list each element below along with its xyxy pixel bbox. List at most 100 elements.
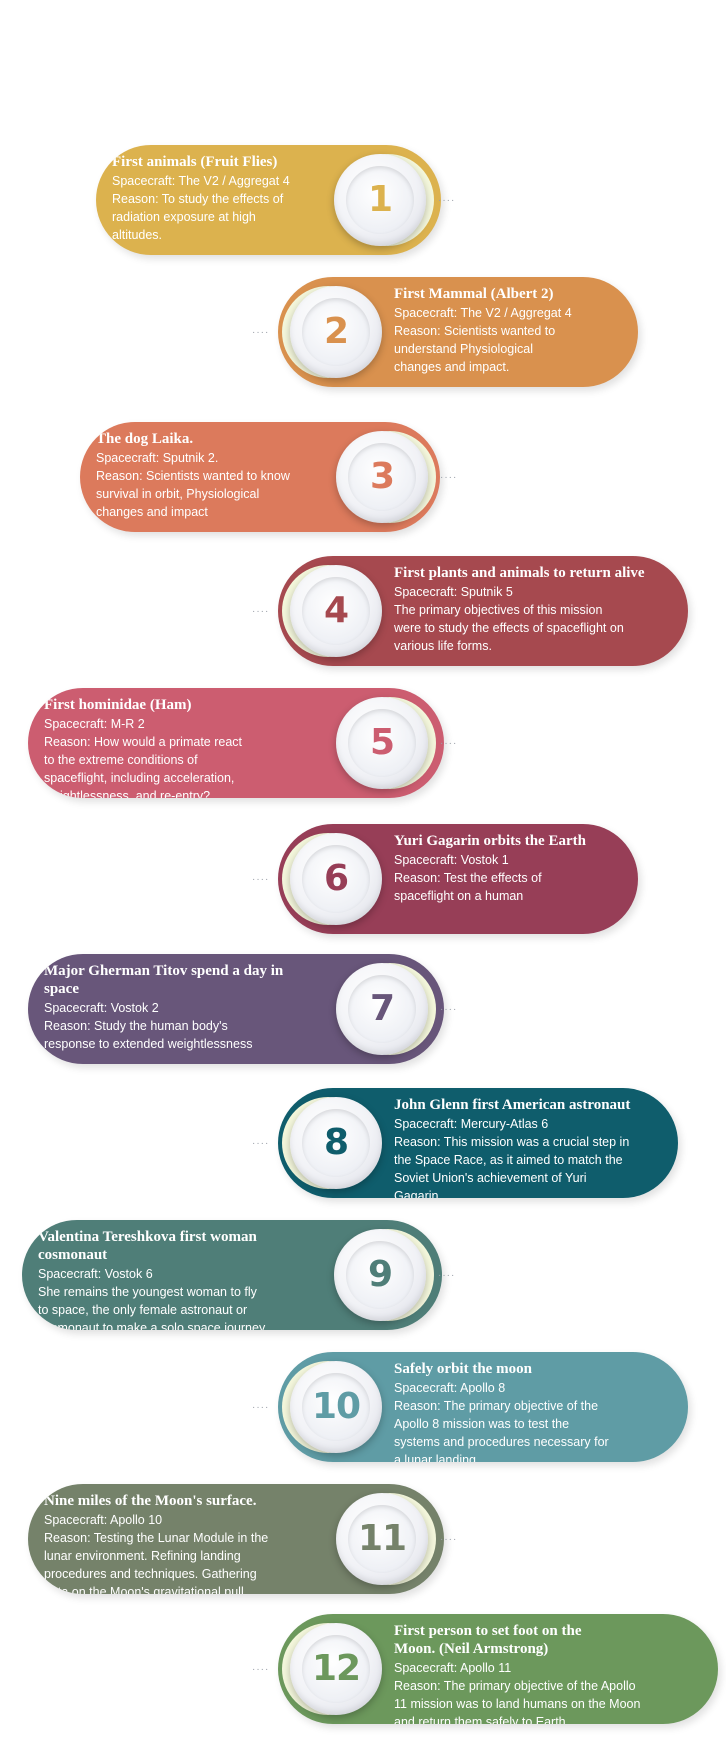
milestone-number-11: 11 <box>357 1518 407 1559</box>
leader-dots-icon-3: ···· <box>440 472 458 483</box>
milestone-text-6: Yuri Gagarin orbits the Earth Spacecraft:… <box>394 833 624 905</box>
milestone-detail-11: Spacecraft: Apollo 10 <box>44 1513 163 1527</box>
number-disc-7: 7 <box>336 963 428 1055</box>
milestone-detail-5: Spacecraft: M-R 2 <box>44 717 145 731</box>
milestone-detail-3: changes and impact <box>96 505 208 519</box>
milestone-number-1: 1 <box>367 179 393 220</box>
milestone-detail-11: lunar environment. Refining landing <box>44 1549 241 1563</box>
milestone-title-9: cosmonaut <box>38 1247 108 1263</box>
milestone-title-7: Major Gherman Titov spend a day in <box>44 963 284 979</box>
number-disc-inner: 4 <box>302 577 370 645</box>
leader-dots-icon-7: ···· <box>440 1004 458 1015</box>
number-disc-3: 3 <box>336 431 428 523</box>
milestone-text-9: Valentina Tereshkova first woman cosmonau… <box>38 1229 334 1330</box>
number-disc-4: 4 <box>290 565 382 657</box>
milestone-detail-10: Spacecraft: Apollo 8 <box>394 1381 506 1395</box>
number-disc-inner: 9 <box>346 1241 414 1309</box>
milestone-title-5: First hominidae (Ham) <box>44 697 192 713</box>
milestone-text-5: First hominidae (Ham) Spacecraft: M-R 2 Re… <box>44 697 336 798</box>
leader-dots-icon-12: ···· <box>252 1664 270 1675</box>
number-disc-10: 10 <box>290 1361 382 1453</box>
milestone-number-7: 7 <box>369 988 395 1029</box>
milestone-number-9: 9 <box>367 1254 393 1295</box>
milestone-text-8: John Glenn first American astronaut Space… <box>394 1097 664 1198</box>
number-disc-inner: 2 <box>302 298 370 366</box>
milestone-number-10: 10 <box>311 1386 361 1427</box>
milestone-detail-1: Spacecraft: The V2 / Aggregat 4 <box>112 174 290 188</box>
leader-dots-icon-9: ···· <box>438 1270 456 1281</box>
milestone-number-3: 3 <box>369 456 395 497</box>
milestone-detail-12: 11 mission was to land humans on the Moo… <box>394 1697 641 1711</box>
number-disc-inner: 12 <box>302 1635 370 1703</box>
milestone-detail-12: Spacecraft: Apollo 11 <box>394 1661 512 1675</box>
milestone-detail-8: Spacecraft: Mercury-Atlas 6 <box>394 1117 549 1131</box>
milestone-number-4: 4 <box>323 590 349 631</box>
milestone-title-2: First Mammal (Albert 2) <box>394 286 554 302</box>
number-disc-inner: 3 <box>348 443 416 511</box>
milestone-detail-9: She remains the youngest woman to fly <box>38 1285 257 1299</box>
milestone-title-1: First animals (Fruit Flies) <box>112 154 278 170</box>
milestone-text-2: First Mammal (Albert 2) Spacecraft: The V… <box>394 286 624 376</box>
milestone-detail-1: altitudes. <box>112 228 163 242</box>
milestone-text-7: Major Gherman Titov spend a day in space S… <box>44 963 336 1053</box>
milestone-detail-2: changes and impact. <box>394 360 510 374</box>
milestone-detail-10: Reason: The primary objective of the <box>394 1399 599 1413</box>
milestone-title-10: Safely orbit the moon <box>394 1361 532 1377</box>
milestone-detail-5: weightlessness, and re-entry? <box>44 789 211 798</box>
milestone-detail-6: spaceflight on a human <box>394 889 524 903</box>
milestone-title-8: John Glenn first American astronaut <box>394 1097 631 1113</box>
leader-dots-icon-1: ···· <box>438 195 456 206</box>
milestone-detail-4: Spacecraft: Sputnik 5 <box>394 585 513 599</box>
milestone-detail-10: a lunar landing. <box>394 1453 480 1462</box>
number-disc-inner: 6 <box>302 845 370 913</box>
milestone-detail-9: Spacecraft: Vostok 6 <box>38 1267 153 1281</box>
number-disc-8: 8 <box>290 1097 382 1189</box>
milestone-detail-11: procedures and techniques. Gathering <box>44 1567 257 1581</box>
milestone-detail-4: various life forms. <box>394 639 492 653</box>
leader-dots-icon-10: ···· <box>252 1402 270 1413</box>
milestone-number-2: 2 <box>323 311 349 352</box>
number-disc-6: 6 <box>290 833 382 925</box>
milestone-detail-8: Soviet Union's achievement of Yuri <box>394 1171 587 1185</box>
number-disc-inner: 10 <box>302 1373 370 1441</box>
milestone-text-11: Nine miles of the Moon's surface. Spacecr… <box>44 1493 336 1594</box>
number-disc-inner: 8 <box>302 1109 370 1177</box>
milestone-detail-9: cosmonaut to make a solo space journey <box>38 1321 266 1330</box>
milestone-title-12: First person to set foot on the <box>394 1623 582 1639</box>
milestone-title-11: Nine miles of the Moon's surface. <box>44 1493 257 1509</box>
milestone-detail-7: response to extended weightlessness <box>44 1037 253 1051</box>
milestone-text-10: Safely orbit the moon Spacecraft: Apollo … <box>394 1361 674 1462</box>
milestone-title-12: Moon. (Neil Armstrong) <box>394 1641 549 1657</box>
milestone-detail-5: Reason: How would a primate react <box>44 735 243 749</box>
milestone-detail-2: understand Physiological <box>394 342 533 356</box>
milestone-detail-1: Reason: To study the effects of <box>112 192 284 206</box>
leader-dots-icon-4: ···· <box>252 606 270 617</box>
milestone-detail-9: to space, the only female astronaut or <box>38 1303 248 1317</box>
number-disc-5: 5 <box>336 697 428 789</box>
leader-dots-icon-5: ···· <box>440 738 458 749</box>
milestone-detail-11: data on the Moon's gravitational pull. <box>44 1585 248 1594</box>
milestone-detail-7: Reason: Study the human body's <box>44 1019 228 1033</box>
milestone-detail-7: Spacecraft: Vostok 2 <box>44 1001 159 1015</box>
milestone-detail-3: survival in orbit, Physiological <box>96 487 260 501</box>
number-disc-1: 1 <box>334 154 426 246</box>
milestone-detail-8: Reason: This mission was a crucial step … <box>394 1135 630 1149</box>
milestone-detail-3: Reason: Scientists wanted to know <box>96 469 290 483</box>
milestone-detail-12: and return them safely to Earth. <box>394 1715 570 1724</box>
milestone-title-3: The dog Laika. <box>96 431 194 447</box>
milestone-text-12: First person to set foot on the Moon. (Ne… <box>394 1623 704 1724</box>
milestone-detail-4: The primary objectives of this mission <box>394 603 603 617</box>
milestone-detail-8: the Space Race, as it aimed to match the <box>394 1153 623 1167</box>
milestone-number-6: 6 <box>323 858 349 899</box>
milestone-detail-6: Spacecraft: Vostok 1 <box>394 853 509 867</box>
number-disc-12: 12 <box>290 1623 382 1715</box>
milestone-detail-2: Spacecraft: The V2 / Aggregat 4 <box>394 306 572 320</box>
milestone-text-1: First animals (Fruit Flies) Spacecraft: T… <box>112 154 334 244</box>
milestone-detail-5: to the extreme conditions of <box>44 753 198 767</box>
milestone-number-12: 12 <box>311 1648 361 1689</box>
milestone-detail-5: spaceflight, including acceleration, <box>44 771 235 785</box>
milestone-detail-11: Reason: Testing the Lunar Module in the <box>44 1531 269 1545</box>
number-disc-9: 9 <box>334 1229 426 1321</box>
milestone-title-4: First plants and animals to return alive <box>394 565 645 581</box>
number-disc-inner: 1 <box>346 166 414 234</box>
